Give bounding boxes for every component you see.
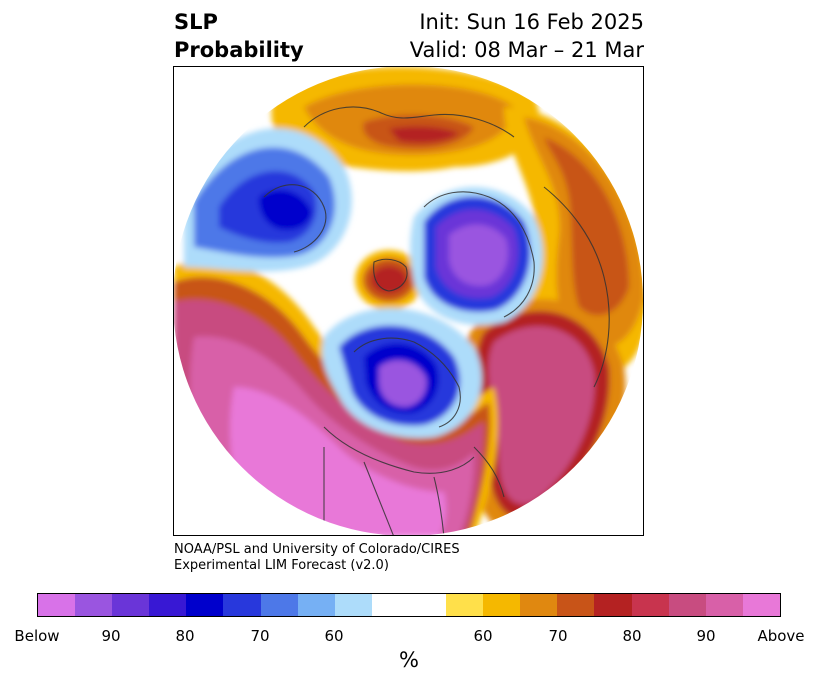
forecast-dates: Init: Sun 16 Feb 2025 Valid: 08 Mar – 21… <box>410 8 644 64</box>
init-date: Init: Sun 16 Feb 2025 <box>419 10 644 34</box>
colorbar-swatch <box>223 594 261 616</box>
colorbar-swatch <box>334 594 372 616</box>
title-line-slp: SLP <box>174 10 218 34</box>
colorbar-tick-label: 80 <box>622 627 642 645</box>
above-arctic-center <box>355 250 423 310</box>
colorbar-tick-label: 70 <box>548 627 568 645</box>
colorbar-tick-label: 70 <box>250 627 270 645</box>
map-panel <box>173 66 644 536</box>
below-north-atlantic <box>322 308 482 438</box>
colorbar-swatch <box>594 594 632 616</box>
colorbar-swatch <box>112 594 150 616</box>
polar-probability-map <box>174 67 643 535</box>
colorbar-tick-label: 60 <box>473 627 493 645</box>
colorbar-swatch <box>668 594 706 616</box>
colorbar-tick-label: 90 <box>696 627 716 645</box>
colorbar-swatch <box>297 594 335 616</box>
credit-line-2: Experimental LIM Forecast (v2.0) <box>174 558 389 573</box>
colorbar-tick-label: 80 <box>175 627 195 645</box>
colorbar-swatch <box>75 594 113 616</box>
above-eurasia-north <box>271 67 540 172</box>
colorbar <box>37 593 781 617</box>
colorbar-swatch <box>705 594 743 616</box>
colorbar-swatch <box>446 594 484 616</box>
colorbar-tick-label: 90 <box>101 627 121 645</box>
colorbar-swatch <box>371 594 409 616</box>
colorbar-swatch <box>483 594 521 616</box>
colorbar-swatch <box>260 594 298 616</box>
colorbar-unit: % <box>399 648 419 672</box>
valid-range: Valid: 08 Mar – 21 Mar <box>409 38 644 62</box>
colorbar-swatch <box>557 594 595 616</box>
colorbar-swatch <box>520 594 558 616</box>
credit-line-1: NOAA/PSL and University of Colorado/CIRE… <box>174 542 460 557</box>
colorbar-swatch <box>38 594 76 616</box>
coastlines <box>263 106 610 535</box>
colorbar-tick-label: 60 <box>324 627 344 645</box>
below-east-asia <box>410 187 543 326</box>
title-line-probability: Probability <box>174 38 304 62</box>
colorbar-tick-label: Below <box>14 627 60 645</box>
colorbar-swatch <box>631 594 669 616</box>
colorbar-swatch <box>149 594 187 616</box>
credit-text: NOAA/PSL and University of Colorado/CIRE… <box>174 542 460 574</box>
colorbar-swatch <box>186 594 224 616</box>
colorbar-swatch <box>408 594 447 616</box>
colorbar-swatch <box>742 594 780 616</box>
map-title: SLP Probability <box>174 8 304 64</box>
colorbar-tick-label: Above <box>757 627 805 645</box>
below-europe-west <box>184 128 352 272</box>
